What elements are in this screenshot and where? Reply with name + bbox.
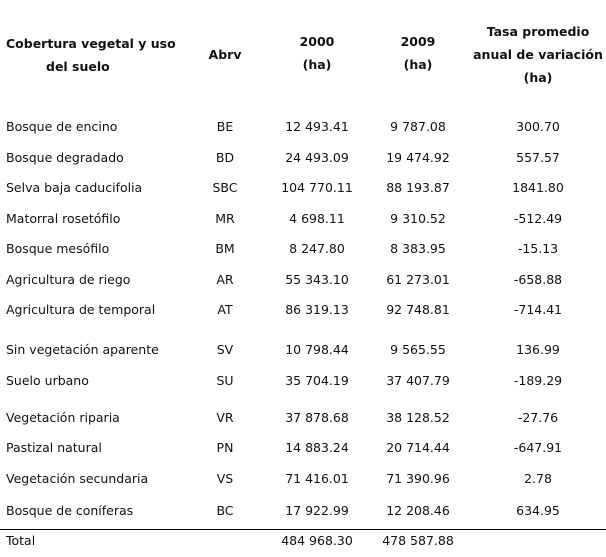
row-tasa: -658.88 <box>513 272 563 287</box>
header-2000-unit: (ha) <box>302 57 332 72</box>
table-row: Suelo urbano SU 35 704.19 37 407.79 -189.29 <box>0 372 606 390</box>
row-name: Agricultura de riego <box>6 272 131 287</box>
row-name: Matorral rosetófilo <box>6 211 121 226</box>
row-2009: 92 748.81 <box>386 302 450 317</box>
row-tasa: 136.99 <box>516 342 560 357</box>
row-tasa: -27.76 <box>517 410 559 425</box>
header-tasa: Tasa promedio anual de variación (ha) <box>470 20 606 89</box>
table-row: Selva baja caducifolia SBC 104 770.11 88 19… <box>0 179 606 197</box>
row-name: Bosque mesófilo <box>6 241 110 256</box>
table-row: Pastizal natural PN 14 883.24 20 714.44 -647… <box>0 439 606 457</box>
row-abrv: VR <box>216 410 234 425</box>
row-abrv: MR <box>215 211 235 226</box>
row-tasa: -189.29 <box>513 373 563 388</box>
row-name: Pastizal natural <box>6 440 102 455</box>
row-2009: 9 565.55 <box>390 342 446 357</box>
row-2000: 86 319.13 <box>285 302 349 317</box>
row-2009: 12 208.46 <box>386 503 450 518</box>
table-row: Bosque de coníferas BC 17 922.99 12 208.46 6… <box>0 502 606 520</box>
row-2000: 4 698.11 <box>289 211 345 226</box>
row-2009: 8 383.95 <box>390 241 446 256</box>
row-2000: 104 770.11 <box>281 180 353 195</box>
row-abrv: SU <box>216 373 234 388</box>
row-name: Bosque de encino <box>6 119 118 134</box>
row-2000: 8 247.80 <box>289 241 345 256</box>
table-row: Bosque mesófilo BM 8 247.80 8 383.95 -15.13 <box>0 240 606 258</box>
row-tasa: -512.49 <box>513 211 563 226</box>
row-abrv: SV <box>216 342 234 357</box>
table-row: Bosque de encino BE 12 493.41 9 787.08 300.7… <box>0 118 606 136</box>
header-2009-unit: (ha) <box>403 57 433 72</box>
row-name: Selva baja caducifolia <box>6 180 143 195</box>
header-2000: 2000 (ha) <box>262 30 372 76</box>
row-2009: 88 193.87 <box>386 180 450 195</box>
row-name: Bosque de coníferas <box>6 503 134 518</box>
table-row: Agricultura de riego AR 55 343.10 61 273.01… <box>0 271 606 289</box>
row-tasa: -15.13 <box>517 241 559 256</box>
row-tasa: 634.95 <box>516 503 560 518</box>
row-name: Agricultura de temporal <box>6 302 156 317</box>
row-tasa: -714.41 <box>513 302 563 317</box>
row-abrv: BM <box>215 241 235 256</box>
total-2000: 484 968.30 <box>281 533 353 548</box>
row-abrv: VS <box>216 471 234 486</box>
row-2000: 10 798.44 <box>285 342 349 357</box>
row-2009: 71 390.96 <box>386 471 450 486</box>
row-2009: 61 273.01 <box>386 272 450 287</box>
header-cobertura-line2: del suelo <box>46 59 110 74</box>
row-tasa: 300.70 <box>516 119 560 134</box>
header-cobertura: Cobertura vegetal y uso del suelo <box>6 32 206 78</box>
row-2000: 14 883.24 <box>285 440 349 455</box>
row-2009: 38 128.52 <box>386 410 450 425</box>
row-abrv: AR <box>216 272 234 287</box>
row-abrv: SBC <box>212 180 238 195</box>
header-abrv: Abrv <box>208 47 242 62</box>
row-2000: 17 922.99 <box>285 503 349 518</box>
table-row: Agricultura de temporal AT 86 319.13 92 748… <box>0 301 606 319</box>
row-2000: 12 493.41 <box>285 119 349 134</box>
row-name: Sin vegetación aparente <box>6 342 159 357</box>
row-abrv: BE <box>216 119 234 134</box>
row-2000: 71 416.01 <box>285 471 349 486</box>
row-name: Bosque degradado <box>6 150 124 165</box>
row-tasa: 557.57 <box>516 150 560 165</box>
row-abrv: BC <box>216 503 234 518</box>
row-name: Vegetación riparia <box>6 410 120 425</box>
row-abrv: BD <box>215 150 235 165</box>
row-2009: 37 407.79 <box>386 373 450 388</box>
row-2000: 35 704.19 <box>285 373 349 388</box>
row-2000: 37 878.68 <box>285 410 349 425</box>
total-divider <box>0 529 606 530</box>
row-abrv: PN <box>216 440 234 455</box>
row-name: Vegetación secundaria <box>6 471 149 486</box>
row-tasa: 1841.80 <box>512 180 564 195</box>
header-2009: 2009 (ha) <box>372 30 464 76</box>
table-row: Bosque degradado BD 24 493.09 19 474.92 557.… <box>0 149 606 167</box>
table-row: Vegetación riparia VR 37 878.68 38 128.52 -2… <box>0 409 606 427</box>
total-2009: 478 587.88 <box>382 533 454 548</box>
table-row: Matorral rosetófilo MR 4 698.11 9 310.52 -51… <box>0 210 606 228</box>
header-2000-year: 2000 <box>299 34 335 49</box>
header-2009-year: 2009 <box>400 34 436 49</box>
row-2009: 9 787.08 <box>390 119 446 134</box>
row-name: Suelo urbano <box>6 373 89 388</box>
total-label: Total <box>6 533 36 548</box>
header-tasa-line2: anual de variación <box>473 47 603 62</box>
header-cobertura-line1: Cobertura vegetal y uso <box>6 36 176 51</box>
row-2009: 20 714.44 <box>386 440 450 455</box>
row-tasa: -647.91 <box>513 440 563 455</box>
row-2009: 9 310.52 <box>390 211 446 226</box>
row-tasa: 2.78 <box>524 471 552 486</box>
header-tasa-line1: Tasa promedio <box>486 24 590 39</box>
total-row: Total 484 968.30 478 587.88 <box>0 532 606 550</box>
row-2000: 24 493.09 <box>285 150 349 165</box>
row-2009: 19 474.92 <box>386 150 450 165</box>
row-abrv: AT <box>217 302 233 317</box>
table-row: Sin vegetación aparente SV 10 798.44 9 565.… <box>0 341 606 359</box>
row-2000: 55 343.10 <box>285 272 349 287</box>
table-row: Vegetación secundaria VS 71 416.01 71 390.9… <box>0 470 606 488</box>
header-tasa-line3: (ha) <box>523 70 553 85</box>
